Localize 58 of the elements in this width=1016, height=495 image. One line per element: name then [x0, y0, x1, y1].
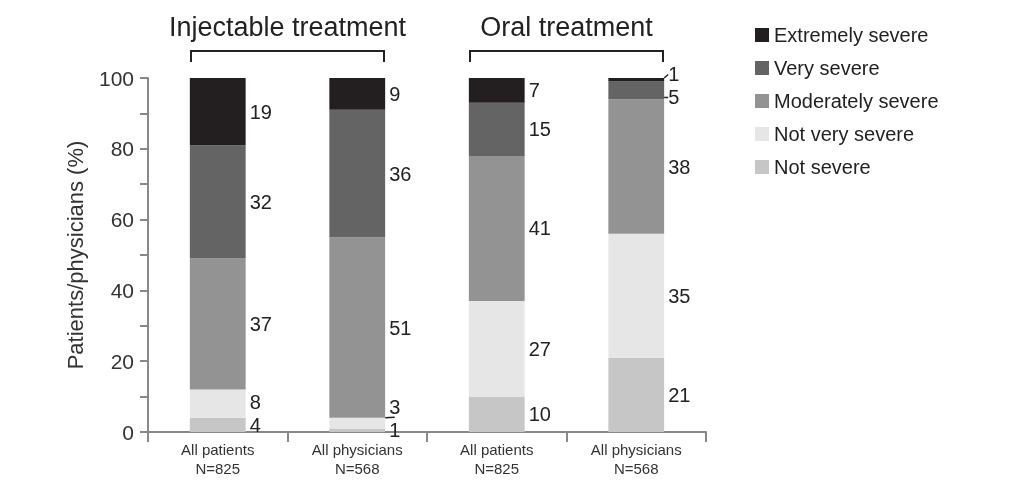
data-label: 10: [528, 403, 551, 426]
bar: [189, 417, 246, 432]
data-label: 51: [389, 316, 412, 339]
bar: [608, 357, 665, 432]
y-tick-label: 100: [98, 66, 134, 90]
x-tick-label: All physicians N=568: [590, 441, 682, 477]
bar: [189, 145, 246, 259]
data-label: 32: [249, 190, 272, 213]
legend-label: Not very severe: [774, 123, 915, 145]
y-tick-label: 60: [110, 208, 134, 232]
data-label: 5: [668, 86, 680, 109]
y-tick-label: 40: [110, 278, 134, 302]
data-label: 41: [528, 217, 551, 240]
x-tick-label: All patients N=825: [181, 441, 255, 477]
data-label: 4: [249, 413, 261, 436]
data-label: 36: [389, 162, 412, 185]
data-label: 21: [668, 383, 691, 406]
bar: [189, 389, 246, 418]
bar: [329, 428, 386, 432]
y-tick-label: 80: [110, 137, 134, 161]
y-tick-label: 0: [122, 420, 134, 444]
legend-label: Moderately severe: [774, 90, 939, 112]
bar: [608, 99, 665, 234]
data-label: 35: [668, 284, 691, 307]
data-label: 8: [249, 390, 261, 413]
data-label: 1: [668, 63, 680, 86]
data-label: 1: [389, 419, 401, 442]
legend-label: Very severe: [774, 57, 880, 79]
bar: [189, 78, 246, 146]
data-label: 37: [249, 313, 272, 336]
bar: [608, 233, 665, 358]
bar: [468, 78, 525, 103]
bar: [329, 109, 386, 238]
bar: [608, 81, 665, 100]
bar: [329, 78, 386, 110]
data-label: 27: [528, 337, 551, 360]
data-label: 19: [249, 100, 272, 123]
bar: [468, 301, 525, 397]
bar: [468, 102, 525, 156]
data-label: 9: [389, 82, 401, 105]
bar: [468, 396, 525, 432]
y-tick-label: 20: [110, 349, 134, 373]
bar: [468, 155, 525, 302]
data-label: 15: [528, 118, 551, 141]
text: Oral treatment: [480, 12, 653, 43]
legend-label: Extremely severe: [774, 24, 929, 46]
data-label: 7: [528, 79, 540, 102]
bar: [189, 258, 246, 390]
bar: [329, 237, 386, 418]
legend-label: Not severe: [774, 156, 871, 178]
y-axis-title: Patients/physicians (%): [62, 140, 88, 370]
bar: [329, 417, 386, 429]
x-tick-label: All patients N=825: [460, 441, 534, 477]
x-tick-label: All physicians N=568: [311, 441, 403, 477]
data-label: 3: [389, 396, 401, 419]
data-label: 38: [668, 155, 691, 178]
text: Injectable treatment: [168, 12, 407, 43]
bar: [608, 78, 665, 82]
